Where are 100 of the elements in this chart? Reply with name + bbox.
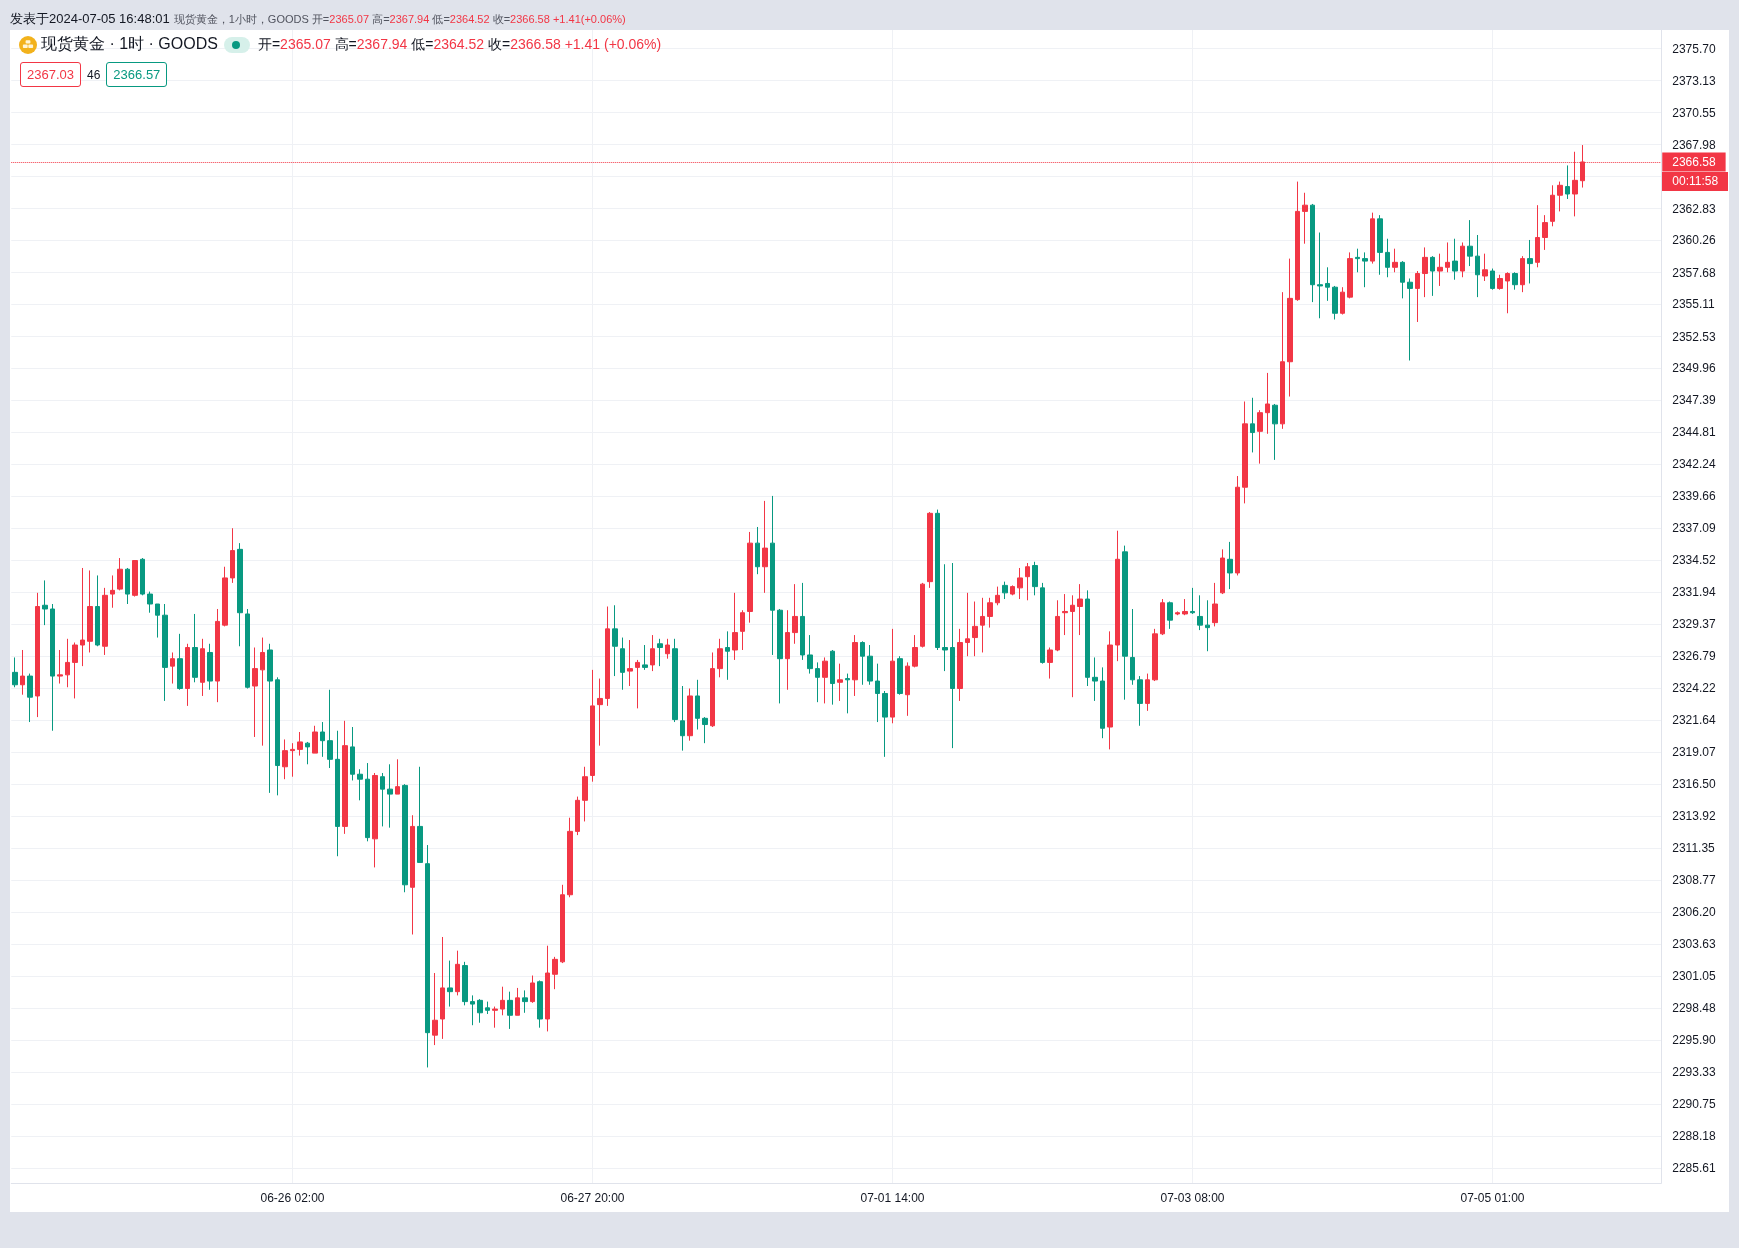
y-tick-label: 2285.61 xyxy=(1672,1160,1716,1175)
candlestick xyxy=(1115,530,1120,662)
candlestick xyxy=(1377,214,1383,276)
candlestick xyxy=(822,656,828,704)
y-tick-label: 2362.83 xyxy=(1672,201,1716,216)
candlestick xyxy=(35,592,40,718)
candlestick xyxy=(725,630,730,681)
candlestick xyxy=(1077,583,1083,636)
x-tick-label: 07-01 14:00 xyxy=(860,1191,925,1205)
candlestick xyxy=(147,591,153,614)
candlestick xyxy=(1527,239,1533,284)
candlestick xyxy=(710,651,715,728)
candlestick xyxy=(470,994,475,1026)
candlestick xyxy=(1227,541,1233,590)
candlestick xyxy=(642,644,648,671)
candlestick xyxy=(1437,253,1443,287)
candlestick xyxy=(792,583,798,645)
candlestick xyxy=(590,669,595,783)
candlestick xyxy=(1505,271,1510,314)
candlestick xyxy=(312,725,318,754)
candlestick xyxy=(1062,593,1068,636)
y-tick-label: 2360.26 xyxy=(1672,233,1716,248)
candlestick xyxy=(1475,234,1480,298)
y-tick-label: 2321.64 xyxy=(1672,713,1716,728)
candlestick xyxy=(65,638,70,688)
chart-subtitle: 发表于2024-07-05 16:48:01 xyxy=(10,10,170,28)
y-tick-label: 2298.48 xyxy=(1672,1001,1716,1016)
candlestick xyxy=(537,979,543,1029)
candlestick xyxy=(920,582,925,648)
candlestick xyxy=(852,634,858,697)
candlestick xyxy=(1302,192,1308,245)
candlestick xyxy=(1017,567,1023,600)
candlestick xyxy=(695,679,700,730)
y-tick-label: 2355.11 xyxy=(1672,297,1716,312)
candlestick xyxy=(297,731,303,757)
candlestick xyxy=(395,758,400,795)
candlestick xyxy=(740,609,745,651)
candlestick xyxy=(1145,673,1150,712)
candlestick xyxy=(1100,666,1105,739)
candlestick xyxy=(1235,475,1240,576)
candlestick xyxy=(762,500,768,594)
y-tick-label: 2339.66 xyxy=(1672,489,1716,504)
candlestick xyxy=(942,563,948,672)
candlestick xyxy=(657,638,663,667)
candlestick xyxy=(1550,184,1555,227)
candlestick xyxy=(27,673,33,723)
candlestick xyxy=(1182,598,1188,616)
candlestick xyxy=(80,567,85,667)
candlestick xyxy=(575,796,580,836)
candlestick xyxy=(905,661,910,717)
candlestick xyxy=(612,604,618,677)
candlestick xyxy=(957,628,963,702)
candlestick xyxy=(417,766,423,863)
candlestick xyxy=(665,638,670,660)
candlestick xyxy=(732,592,738,661)
candlestick xyxy=(1370,212,1375,265)
candlestick xyxy=(42,579,48,626)
candlestick xyxy=(837,663,843,702)
candlestick xyxy=(980,597,985,653)
candlestick xyxy=(507,991,513,1030)
text: 现货黄金，1小时，GOODS 开=2365.07 高=2367.94 低=2364.52 收=2366.58 +1.41(+0.06%) xyxy=(173,13,626,25)
candlestick xyxy=(1355,248,1360,273)
annotation: 46 xyxy=(87,67,101,82)
y-tick-label: 2295.90 xyxy=(1672,1033,1716,1048)
candlestick xyxy=(1385,238,1390,278)
y-tick-label: 2352.53 xyxy=(1672,329,1716,344)
candlestick xyxy=(425,844,430,1068)
candlestick xyxy=(365,762,370,842)
annotation: 2366.57 xyxy=(106,62,168,87)
candlestick xyxy=(1392,248,1398,273)
candlestick xyxy=(125,567,130,605)
candlestick xyxy=(455,950,460,996)
candlestick xyxy=(1332,285,1338,320)
x-tick-label: 07-05 01:00 xyxy=(1460,1191,1525,1205)
candlestick xyxy=(950,562,955,749)
candlestick xyxy=(545,945,550,1032)
candlestick xyxy=(627,639,633,687)
y-tick-label: 2326.79 xyxy=(1672,649,1716,664)
candlestick xyxy=(87,569,93,653)
ref-line-label: 2366.58 xyxy=(1672,154,1716,169)
candlestick xyxy=(1557,181,1563,212)
y-tick-label: 2324.22 xyxy=(1672,681,1716,696)
chart-title: 现货黄金 · 1时 · GOODS xyxy=(41,34,218,54)
candlestick xyxy=(1535,204,1540,268)
candlestick xyxy=(785,609,790,691)
candlestick xyxy=(305,741,310,765)
candlestick xyxy=(1205,599,1210,652)
y-tick-label: 2342.24 xyxy=(1672,457,1716,472)
candlestick xyxy=(192,613,198,683)
candlestick xyxy=(117,557,123,591)
candlestick xyxy=(245,608,250,689)
candlestick xyxy=(1032,561,1038,596)
candlestick xyxy=(927,511,933,589)
x-tick-label: 06-27 20:00 xyxy=(560,1191,625,1205)
candlestick xyxy=(462,961,468,1006)
candlestick xyxy=(845,673,850,714)
candlestick xyxy=(965,592,970,657)
candlestick xyxy=(552,956,558,990)
candlestick xyxy=(335,730,340,857)
candlestick xyxy=(635,659,640,709)
